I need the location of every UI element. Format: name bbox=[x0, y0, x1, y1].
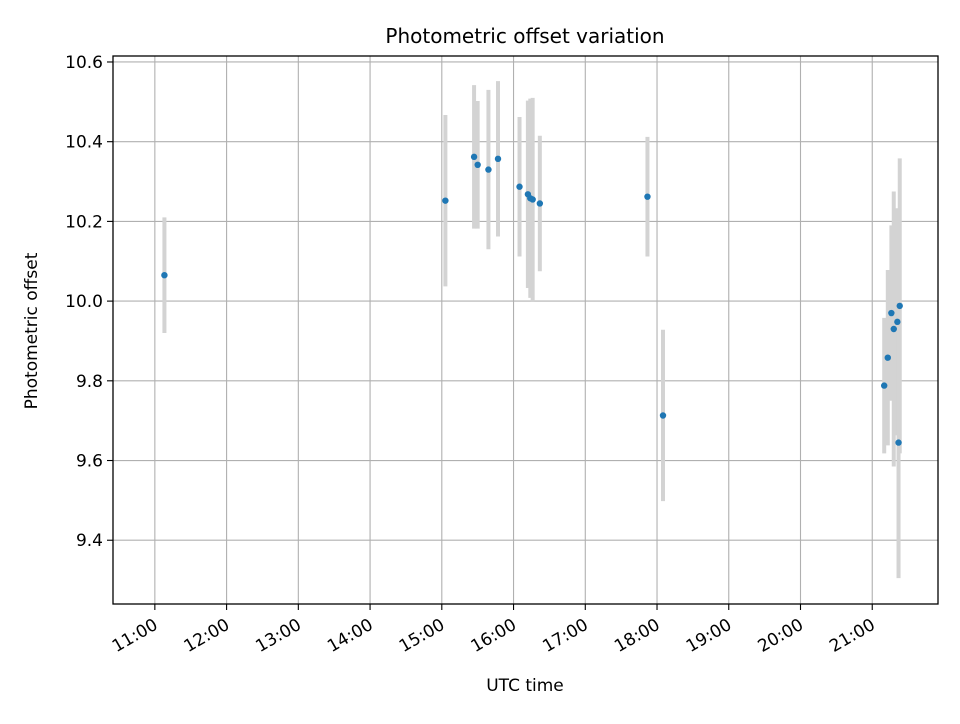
data-point bbox=[890, 325, 897, 333]
data-point bbox=[888, 309, 895, 317]
y-tick-label: 10.4 bbox=[65, 133, 103, 153]
data-point bbox=[529, 196, 536, 203]
y-tick-label: 10.2 bbox=[65, 212, 103, 232]
data-point bbox=[884, 354, 891, 361]
y-tick-label: 9.6 bbox=[76, 452, 103, 472]
data-point bbox=[659, 412, 667, 419]
data-point bbox=[644, 193, 651, 200]
y-axis-ticks: 9.4 9.6 9.8 10.0 10.2 10.4 10.6 bbox=[65, 53, 113, 551]
y-tick-label: 9.8 bbox=[76, 372, 103, 392]
data-point bbox=[474, 161, 481, 169]
grid bbox=[113, 56, 938, 604]
data-point bbox=[494, 155, 502, 163]
y-axis-label: Photometric offset bbox=[22, 252, 42, 409]
data-point bbox=[516, 183, 523, 190]
data-point bbox=[485, 166, 492, 173]
data-point bbox=[470, 153, 478, 161]
chart-title: Photometric offset variation bbox=[385, 24, 664, 48]
x-axis-label: UTC time bbox=[486, 676, 564, 696]
data-point bbox=[536, 200, 544, 207]
plot-frame bbox=[112, 55, 939, 605]
y-tick-label: 10.0 bbox=[65, 292, 103, 312]
y-tick-label: 9.4 bbox=[76, 531, 103, 551]
data-point bbox=[896, 302, 903, 310]
data-point bbox=[442, 197, 449, 204]
data-point bbox=[880, 382, 888, 389]
data-point bbox=[894, 318, 901, 326]
data-point bbox=[161, 272, 168, 279]
data-points bbox=[161, 153, 903, 446]
data-point bbox=[895, 439, 902, 446]
y-tick-label: 10.6 bbox=[65, 53, 103, 73]
